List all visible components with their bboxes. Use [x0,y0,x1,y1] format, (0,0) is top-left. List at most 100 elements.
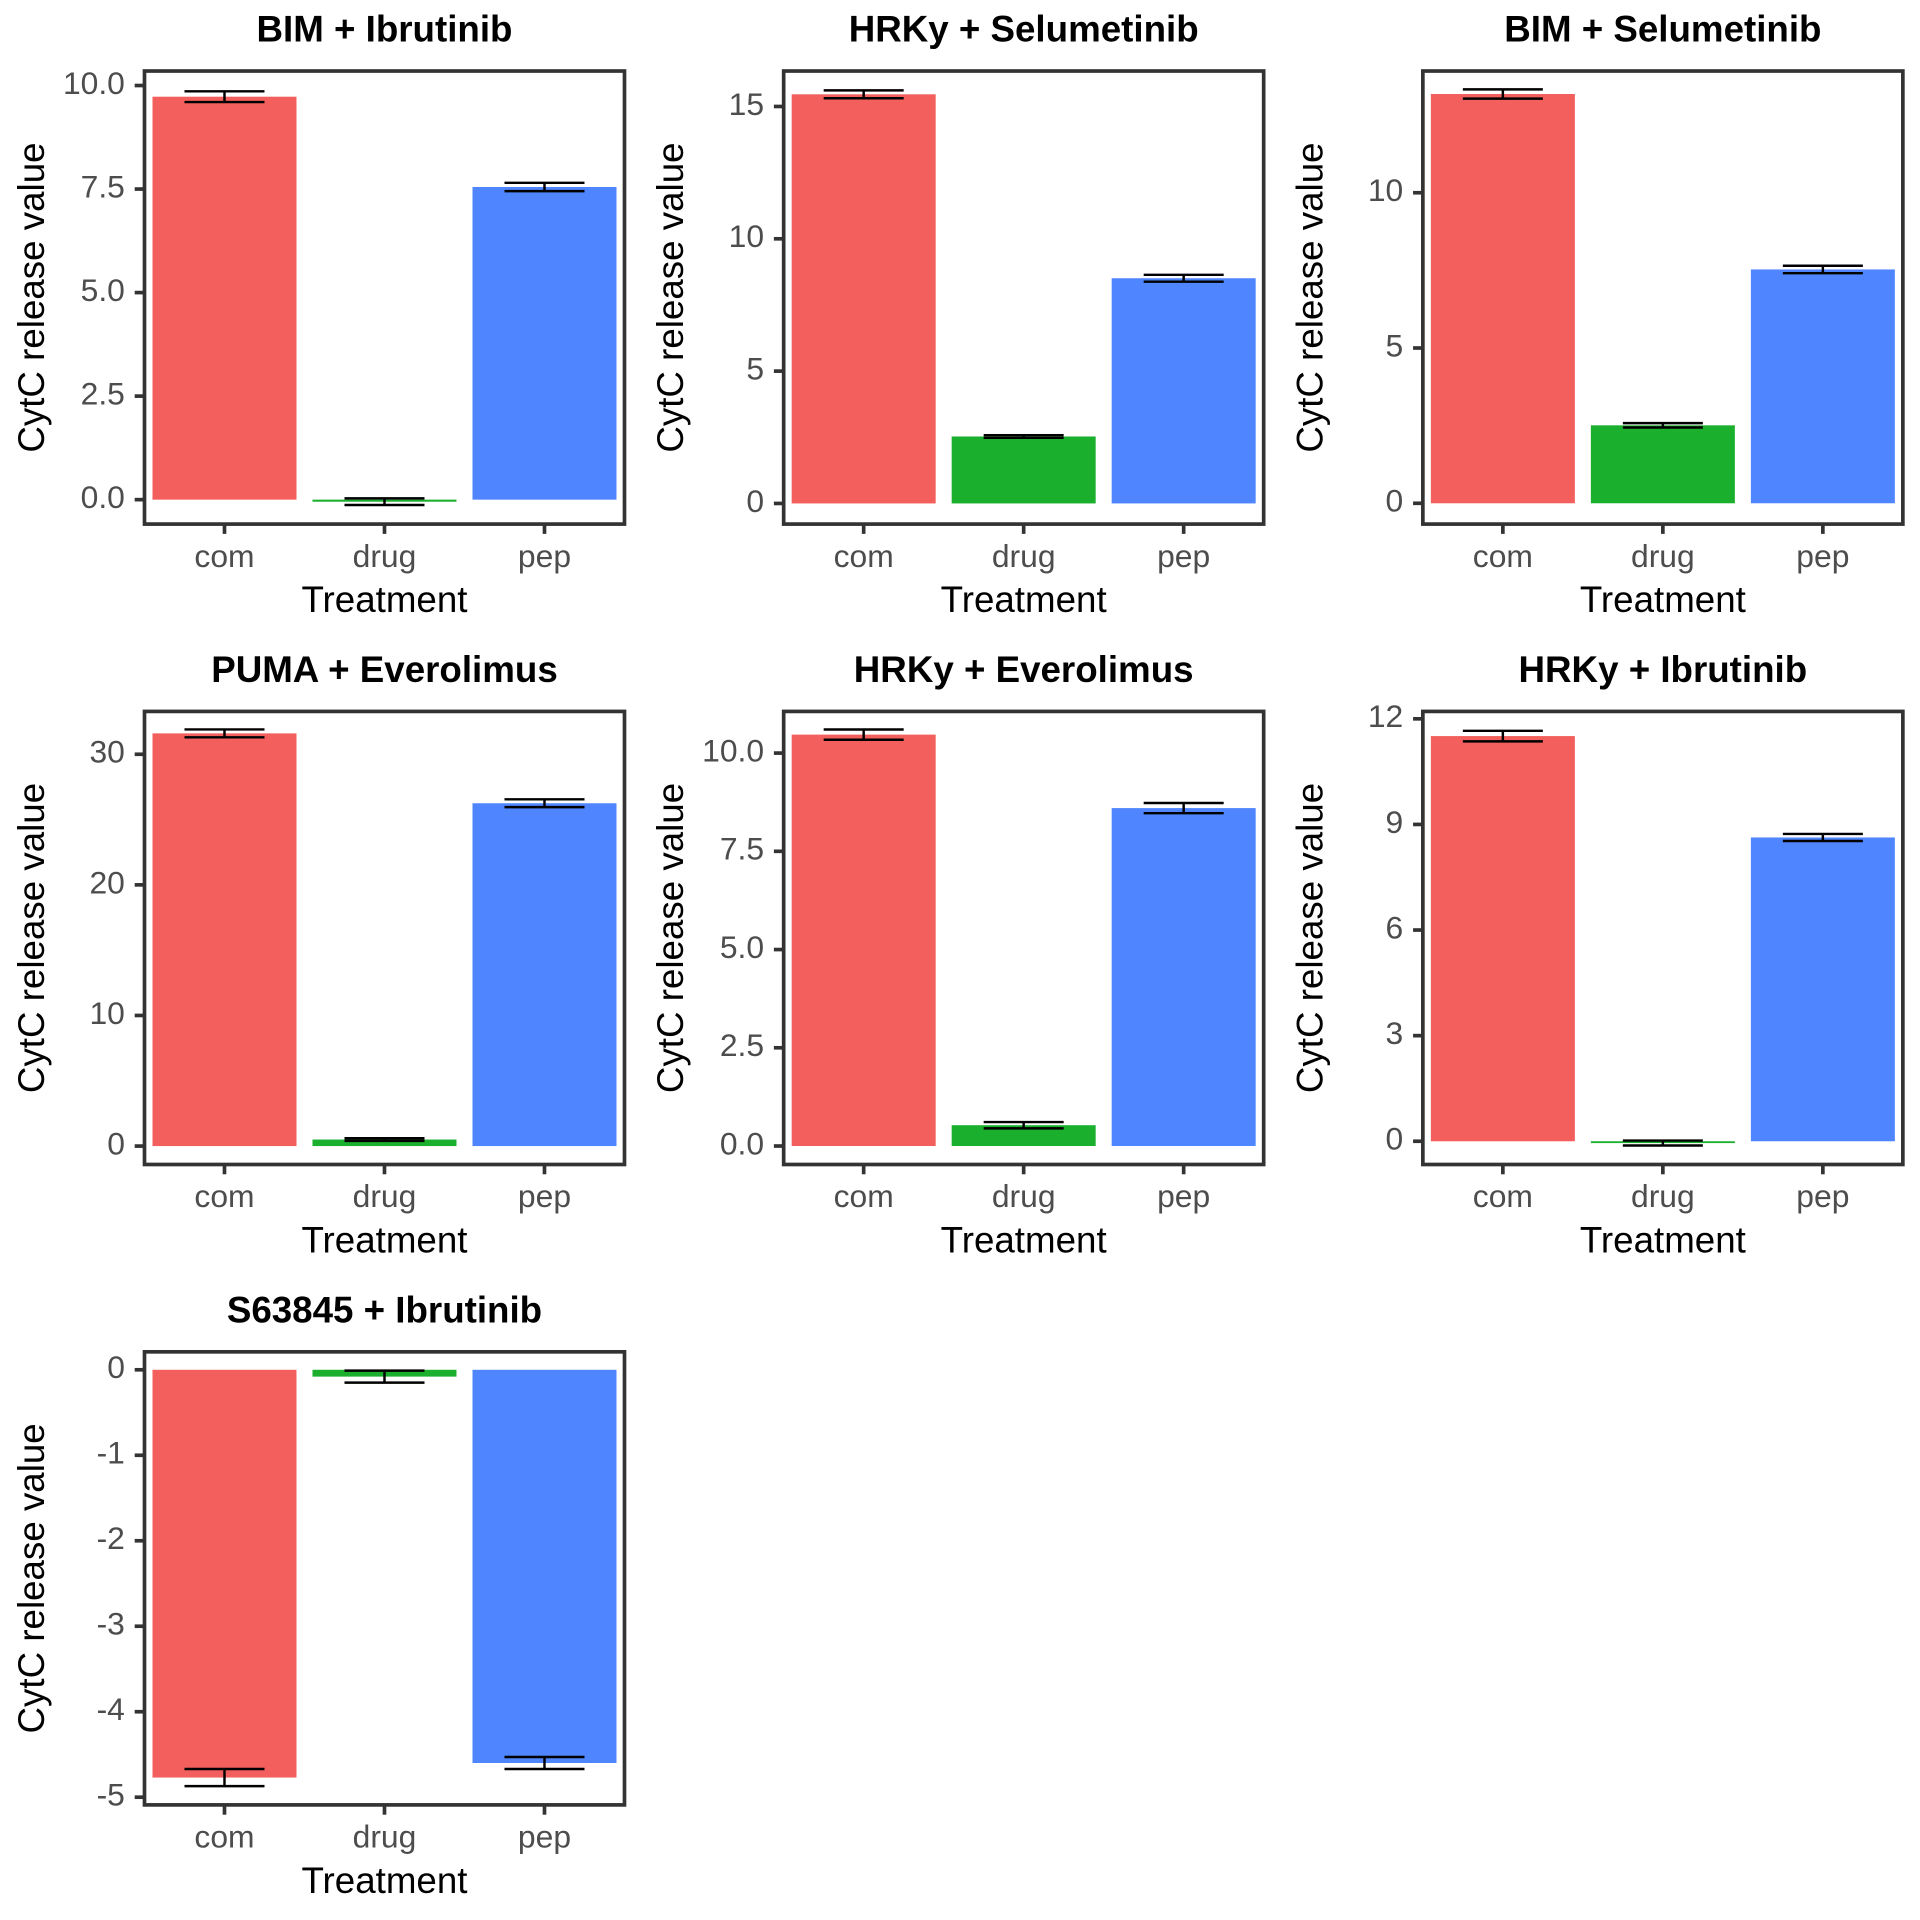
x-axis-label: Treatment [1580,579,1746,620]
y-tick-label: 5 [1386,327,1404,363]
chart-title: PUMA + Everolimus [211,649,558,690]
chart-title: HRKy + Selumetinib [849,9,1199,50]
y-tick-label: 10.0 [63,65,125,101]
chart-title: BIM + Selumetinib [1504,9,1821,50]
x-tick-label: drug [1631,538,1695,574]
panel-border [1421,709,1905,1167]
y-axis-label: CytC release value [11,142,52,452]
y-tick-label: 7.5 [81,168,125,204]
panel-border [142,709,627,1167]
error-bar [983,433,1064,440]
chart-title: BIM + Ibrutinib [256,9,512,50]
error-bar [1462,729,1543,743]
error-bar [184,90,265,104]
x-axis-label: Treatment [941,579,1107,620]
bar [791,734,936,1147]
y-axis-label: CytC release value [1289,142,1330,452]
bar [152,1369,297,1778]
bar [312,1139,457,1147]
y-tick-label: 0 [1386,483,1404,519]
x-tick-label: com [834,538,894,574]
bar [791,94,936,504]
x-tick-label: drug [353,1178,417,1214]
error-bar [1782,264,1863,275]
bar [951,1125,1096,1147]
y-tick-label: 5 [746,351,764,387]
bar [1750,269,1895,504]
x-tick-label: drug [1631,1178,1695,1214]
error-bar [1143,273,1224,283]
x-tick-label: pep [518,1819,571,1855]
y-tick-label: 2.5 [81,376,125,412]
error-bar [1143,801,1224,815]
y-tick-label: 10 [1368,172,1403,208]
error-bar [184,1767,265,1788]
x-tick-label: pep [1157,1178,1210,1214]
x-tick-label: com [1473,1178,1533,1214]
error-bar [344,497,425,507]
x-axis-label: Treatment [941,1220,1107,1261]
panel-border [1421,69,1905,526]
y-tick-label: 0 [1386,1121,1404,1157]
x-axis-label: Treatment [301,1220,467,1261]
bar [472,1369,617,1764]
y-tick-label: -1 [97,1435,125,1471]
chart-title: HRKy + Ibrutinib [1519,649,1808,690]
error-bar [1622,421,1703,429]
y-axis-label: CytC release value [11,783,52,1093]
error-bar [823,89,904,100]
x-tick-label: com [194,538,254,574]
error-bar [823,728,904,741]
y-tick-label: 0 [107,1125,125,1161]
bar [1111,808,1256,1147]
error-bar [1782,832,1863,843]
y-tick-label: 20 [89,864,124,900]
y-tick-label: 6 [1386,909,1404,945]
x-tick-label: drug [992,1178,1056,1214]
bar [1590,425,1735,504]
error-bar [184,728,265,739]
x-axis-label: Treatment [301,1860,467,1901]
y-axis-label: CytC release value [650,783,691,1093]
y-tick-label: 3 [1386,1015,1404,1051]
chart-title: HRKy + Everolimus [854,649,1194,690]
y-tick-label: 9 [1386,804,1404,840]
y-tick-label: 15 [729,86,764,122]
bar [152,96,297,500]
bar [1430,93,1575,504]
x-tick-label: com [194,1819,254,1855]
y-tick-label: 0.0 [81,479,125,515]
error-bar [504,798,585,809]
y-tick-label: -3 [97,1606,125,1642]
error-bar [344,1137,425,1143]
y-tick-label: 12 [1368,698,1403,734]
bar [472,803,617,1147]
bar [472,186,617,500]
y-tick-label: 10.0 [702,732,764,768]
y-tick-label: -4 [97,1691,125,1727]
y-tick-label: 0 [746,483,764,519]
bar [1430,736,1575,1142]
x-tick-label: com [834,1178,894,1214]
y-tick-label: 10 [89,995,124,1031]
y-tick-label: -5 [97,1777,125,1813]
bar [1750,837,1895,1142]
x-tick-label: pep [518,1178,571,1214]
y-tick-label: 2.5 [720,1027,764,1063]
y-tick-label: 10 [729,218,764,254]
x-tick-label: pep [1796,538,1849,574]
y-axis-label: CytC release value [650,142,691,452]
panel-border [781,709,1266,1167]
error-bar [983,1120,1064,1130]
panel-border [142,69,627,526]
error-bar [1462,88,1543,100]
bar [152,733,297,1147]
y-axis-label: CytC release value [11,1423,52,1733]
error-bar [344,1369,425,1384]
y-axis-label: CytC release value [1289,783,1330,1093]
panel-border [142,1350,627,1807]
bar [951,436,1096,504]
x-tick-label: com [1473,538,1533,574]
